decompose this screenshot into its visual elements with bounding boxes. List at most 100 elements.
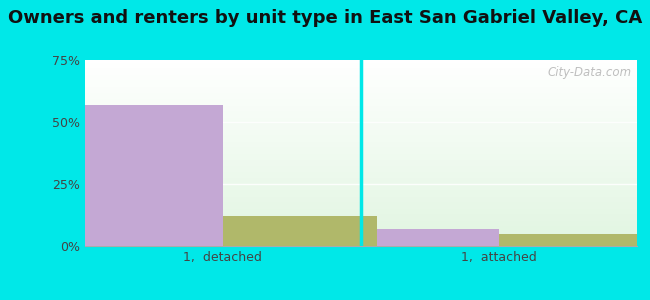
Bar [84, 146, 637, 147]
Bar [84, 212, 637, 214]
Bar [84, 114, 637, 115]
Bar [84, 211, 637, 212]
Bar [84, 161, 637, 162]
Bar [84, 207, 637, 208]
Bar [84, 141, 637, 142]
Bar [84, 171, 637, 172]
Bar [84, 192, 637, 193]
Bar [84, 143, 637, 144]
Bar [84, 88, 637, 89]
Bar [84, 230, 637, 231]
Bar [84, 188, 637, 189]
Bar [84, 75, 637, 76]
Bar [84, 73, 637, 74]
Bar [84, 189, 637, 190]
Bar [84, 123, 637, 124]
Bar [84, 124, 637, 125]
Bar [84, 79, 637, 80]
Bar [84, 113, 637, 114]
Bar [84, 76, 637, 77]
Bar [84, 129, 637, 130]
Bar [84, 72, 637, 73]
Bar [84, 107, 637, 108]
Bar [84, 71, 637, 72]
Bar [84, 219, 637, 220]
Bar [84, 164, 637, 165]
Bar [84, 236, 637, 237]
Bar [84, 221, 637, 222]
Bar [84, 232, 637, 233]
Bar [84, 66, 637, 67]
Bar [84, 69, 637, 70]
Bar [84, 70, 637, 71]
Bar [84, 224, 637, 225]
Bar [84, 178, 637, 179]
Bar [84, 85, 637, 86]
Bar [84, 174, 637, 175]
Bar [84, 208, 637, 209]
Bar [84, 102, 637, 103]
Bar [84, 95, 637, 96]
Bar [84, 201, 637, 202]
Bar [84, 167, 637, 168]
Bar [84, 78, 637, 79]
Bar [84, 218, 637, 219]
Bar [84, 147, 637, 148]
Bar [344, 229, 499, 246]
Bar [84, 234, 637, 235]
Bar [84, 181, 637, 182]
Bar [84, 185, 637, 187]
Bar [84, 198, 637, 199]
Bar [222, 216, 377, 246]
Bar [84, 210, 637, 211]
Bar [84, 231, 637, 232]
Bar [84, 206, 637, 207]
Bar [84, 98, 637, 99]
Bar [84, 241, 637, 242]
Bar [84, 240, 637, 241]
Bar [84, 217, 637, 218]
Bar [84, 225, 637, 226]
Bar [84, 111, 637, 112]
Bar [84, 89, 637, 90]
Bar [84, 238, 637, 239]
Bar [84, 80, 637, 81]
Bar [84, 92, 637, 94]
Bar [84, 182, 637, 183]
Bar [84, 86, 637, 87]
Bar [84, 118, 637, 119]
Bar [84, 162, 637, 163]
Bar [84, 116, 637, 117]
Bar [84, 179, 637, 180]
Bar [84, 67, 637, 68]
Bar [84, 223, 637, 224]
Bar [84, 199, 637, 200]
Bar [84, 237, 637, 238]
Bar [84, 184, 637, 185]
Bar [84, 165, 637, 166]
Bar [84, 108, 637, 109]
Bar [84, 156, 637, 157]
Bar [84, 170, 637, 171]
Bar [84, 150, 637, 151]
Bar [84, 81, 637, 82]
Bar [84, 163, 637, 164]
Bar [84, 209, 637, 210]
Bar [84, 130, 637, 131]
Bar [84, 62, 637, 63]
Bar [84, 158, 637, 159]
Bar [84, 226, 637, 227]
Bar [84, 109, 637, 110]
Bar [84, 83, 637, 84]
Bar [84, 134, 637, 135]
Bar [84, 131, 637, 132]
Bar [84, 135, 637, 136]
Bar [84, 138, 637, 139]
Bar [84, 176, 637, 177]
Bar [84, 103, 637, 104]
Bar [84, 180, 637, 181]
Bar [84, 122, 637, 123]
Bar [84, 120, 637, 122]
Bar [84, 239, 637, 240]
Bar [84, 227, 637, 228]
